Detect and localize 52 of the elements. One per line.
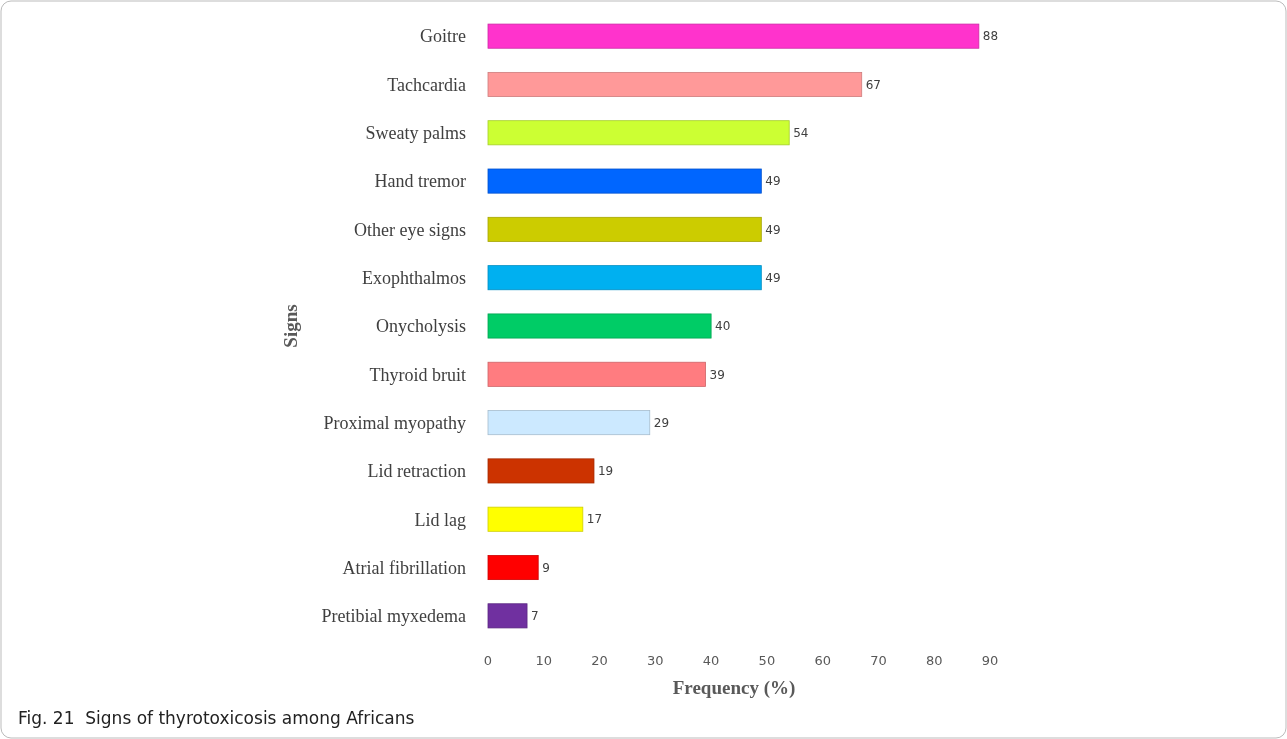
bar	[487, 71, 863, 97]
y-axis-title: Signs	[280, 304, 301, 348]
y-tick-label: Lid retraction	[367, 461, 466, 482]
data-label: 88	[982, 29, 999, 44]
bar	[487, 23, 980, 49]
bar	[487, 216, 762, 242]
x-tick-label: 30	[647, 652, 664, 668]
y-tick-label: Proximal myopathy	[323, 412, 466, 433]
data-label: 39	[709, 367, 725, 382]
bar	[487, 168, 762, 194]
bar	[487, 458, 595, 484]
y-tick-label: Hand tremor	[374, 171, 466, 192]
caption: Fig. 21 Signs of thyrotoxicosis among Africans	[18, 708, 415, 728]
bar	[487, 603, 528, 629]
x-tick-label: 60	[814, 652, 831, 668]
data-label: 19	[597, 464, 614, 479]
x-tick-label: 20	[591, 652, 608, 668]
y-tick-label: Onycholysis	[376, 316, 466, 337]
y-tick-label: Sweaty palms	[365, 123, 466, 144]
bar	[487, 120, 790, 146]
data-label: 67	[865, 77, 881, 92]
bar	[487, 313, 712, 339]
y-tick-label: Goitre	[420, 26, 467, 47]
y-tick-label: Tachcardia	[387, 74, 466, 95]
data-label: 54	[793, 125, 809, 140]
y-tick-label: Pretibial myxedema	[321, 606, 466, 627]
y-tick-label: Lid lag	[414, 509, 466, 530]
bar	[487, 410, 651, 436]
bar	[487, 265, 762, 291]
data-label: 49	[765, 222, 781, 237]
x-tick-label: 40	[702, 652, 720, 668]
data-label: 29	[653, 415, 670, 430]
bar	[487, 361, 706, 387]
x-tick-label: 90	[981, 652, 999, 668]
data-label: 7	[531, 609, 539, 624]
y-tick-label: Atrial fibrillation	[342, 557, 466, 578]
bar	[487, 506, 584, 532]
data-label: 17	[586, 512, 603, 527]
x-tick-label: 80	[925, 652, 943, 668]
x-tick-label: 70	[870, 652, 887, 668]
x-tick-label: 50	[758, 652, 776, 668]
data-label: 49	[765, 270, 781, 285]
y-tick-label: Thyroid bruit	[369, 364, 466, 385]
y-tick-label: Other eye signs	[354, 219, 466, 240]
bar	[487, 555, 539, 581]
data-label: 49	[765, 174, 781, 189]
x-tick-label: 0	[483, 652, 493, 668]
data-label: 40	[715, 319, 731, 334]
x-axis-title: Frequency (%)	[672, 677, 796, 699]
data-label: 9	[542, 560, 550, 575]
x-tick-label: 10	[535, 652, 553, 668]
y-tick-label: Exophthalmos	[362, 267, 466, 288]
